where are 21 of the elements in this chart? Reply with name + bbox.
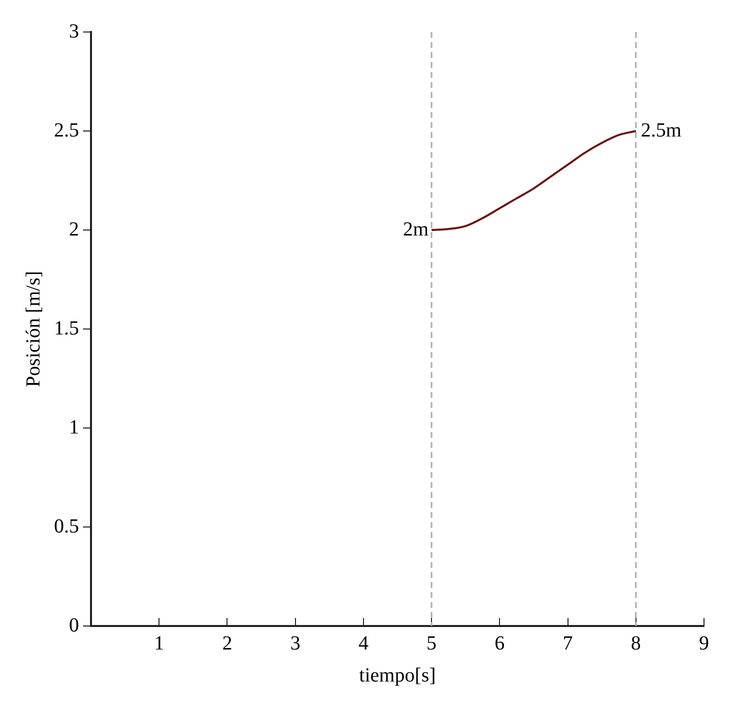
y-tick-label: 3 — [69, 20, 79, 42]
y-tick-label: 2.5 — [54, 119, 79, 142]
x-axis-title: tiempo[s] — [359, 664, 436, 686]
y-tick-label: 0 — [69, 614, 79, 636]
line-series — [430, 130, 637, 231]
annotation: 2m — [402, 218, 429, 240]
x-tick-label: 6 — [494, 632, 505, 654]
y-tick-label: 1.5 — [54, 317, 79, 340]
x-tick-label: 9 — [699, 632, 709, 654]
x-tick-label: 7 — [562, 632, 573, 654]
x-tick-label: 5 — [426, 632, 437, 654]
y-tick-label: 2 — [69, 218, 79, 240]
x-tick-label: 2 — [222, 632, 232, 654]
x-tick-label: 4 — [358, 632, 368, 654]
y-axis-title: Posición [m/s] — [22, 270, 44, 388]
x-tick-label: 8 — [630, 632, 641, 654]
y-tick-label: 1 — [69, 416, 79, 438]
y-tick-label: 0.5 — [54, 515, 79, 538]
annotation: 2.5m — [640, 119, 682, 142]
x-tick-label: 3 — [290, 632, 300, 654]
x-tick-label: 1 — [154, 632, 164, 654]
